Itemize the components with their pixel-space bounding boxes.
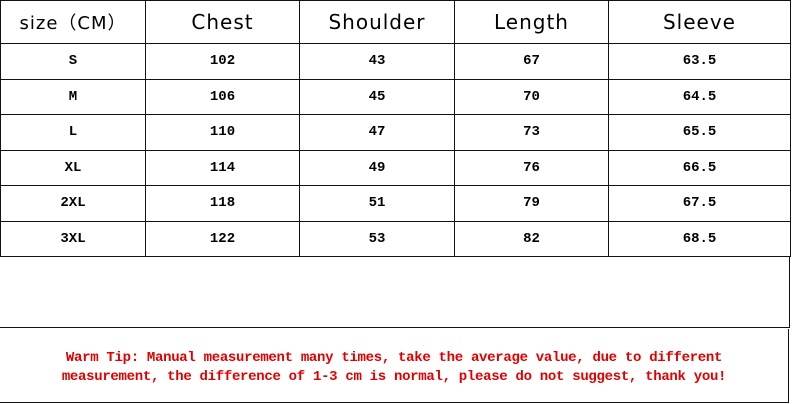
cell-shoulder: 45: [299, 78, 455, 115]
cell-shoulder: 53: [299, 220, 455, 257]
cell-chest: 122: [145, 220, 300, 257]
header-row: size（CM） Chest Shoulder Length Sleeve: [0, 0, 791, 44]
cell-shoulder: 51: [299, 185, 455, 222]
table-row: M 106 45 70 64.5: [0, 78, 791, 115]
cell-size: 3XL: [0, 220, 146, 257]
cell-sleeve: 63.5: [608, 43, 791, 80]
cell-chest: 118: [145, 185, 300, 222]
table-row: 3XL 122 53 82 68.5: [0, 220, 791, 257]
cell-shoulder: 49: [299, 149, 455, 186]
warm-tip-text: Warm Tip: Manual measurement many times,…: [0, 349, 788, 387]
table-row: XL 114 49 76 66.5: [0, 149, 791, 186]
cell-sleeve: 67.5: [608, 185, 791, 222]
cell-size: 2XL: [0, 185, 146, 222]
cell-sleeve: 68.5: [608, 220, 791, 257]
header-chest: Chest: [145, 0, 300, 44]
cell-length: 67: [454, 43, 609, 80]
cell-shoulder: 43: [299, 43, 455, 80]
table-row: S 102 43 67 63.5: [0, 43, 791, 80]
cell-size: S: [0, 43, 146, 80]
cell-length: 70: [454, 78, 609, 115]
empty-row: [0, 257, 790, 328]
warm-tip: Warm Tip: Manual measurement many times,…: [0, 329, 789, 403]
cell-sleeve: 64.5: [608, 78, 791, 115]
cell-size: M: [0, 78, 146, 115]
cell-sleeve: 66.5: [608, 149, 791, 186]
cell-size: L: [0, 114, 146, 151]
warm-tip-line-1: Warm Tip: Manual measurement many times,…: [65, 350, 723, 366]
cell-shoulder: 47: [299, 114, 455, 151]
cell-chest: 106: [145, 78, 300, 115]
cell-size: XL: [0, 149, 146, 186]
cell-chest: 114: [145, 149, 300, 186]
cell-length: 76: [454, 149, 609, 186]
cell-sleeve: 65.5: [608, 114, 791, 151]
header-length: Length: [454, 0, 609, 44]
cell-length: 82: [454, 220, 609, 257]
cell-length: 79: [454, 185, 609, 222]
header-size: size（CM）: [0, 0, 146, 44]
header-shoulder: Shoulder: [299, 0, 455, 44]
header-sleeve: Sleeve: [608, 0, 791, 44]
cell-chest: 102: [145, 43, 300, 80]
table-row: 2XL 118 51 79 67.5: [0, 185, 791, 222]
warm-tip-line-2: measurement, the difference of 1-3 cm is…: [61, 369, 727, 385]
table-row: L 110 47 73 65.5: [0, 114, 791, 151]
cell-length: 73: [454, 114, 609, 151]
cell-chest: 110: [145, 114, 300, 151]
